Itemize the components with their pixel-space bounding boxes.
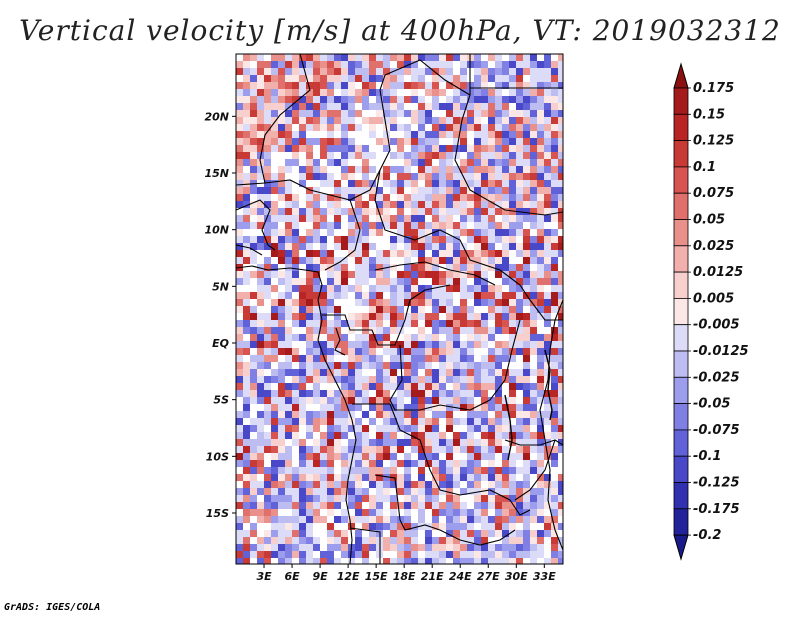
colorbar-tick-label: -0.1 xyxy=(693,449,721,464)
latitude-tick-label: EQ xyxy=(212,337,229,350)
border-west-2 xyxy=(236,244,263,256)
colorbar-tick-label: -0.0125 xyxy=(693,344,749,359)
longitude-tick-label: 18E xyxy=(393,570,416,583)
longitude-tick-label: 21E xyxy=(421,570,444,583)
longitude-tick-label: 9E xyxy=(312,570,328,583)
border-central-4 xyxy=(322,284,451,346)
colorbar-segment xyxy=(673,297,689,326)
border-south-2 xyxy=(374,474,516,546)
colorbar-tick-label: -0.05 xyxy=(693,397,730,412)
coastline-east-africa xyxy=(539,299,563,551)
longitude-tick-label: 30E xyxy=(505,570,528,583)
map-title: Vertical velocity [m/s] at 400hPa, VT: 2… xyxy=(19,14,781,47)
colorbar-segment xyxy=(673,245,689,273)
colorbar-tick-label: 0.025 xyxy=(693,239,734,254)
longitude-tick-label: 6E xyxy=(284,570,300,583)
colorbar-segment xyxy=(673,455,689,483)
country-borders xyxy=(236,54,563,564)
colorbar-tick-label: -0.075 xyxy=(693,423,740,438)
border-north-3 xyxy=(384,59,563,216)
lake-east-2 xyxy=(504,394,513,461)
colorbar-segment xyxy=(673,192,689,220)
border-central-1 xyxy=(324,199,361,271)
colorbar-tick-label: 0.075 xyxy=(693,186,734,201)
colorbar-tick-label: -0.175 xyxy=(693,502,740,517)
colorbar-segment xyxy=(673,113,689,142)
colorbar-segment xyxy=(673,166,689,194)
latitude-tick-label: 10N xyxy=(204,224,229,237)
colorbar-top-cap xyxy=(673,62,689,89)
colorbar-tick-label: 0.15 xyxy=(693,107,725,122)
colorbar-tick-label: 0.005 xyxy=(693,291,734,306)
colorbar-segment xyxy=(673,429,689,457)
coastline-west-africa xyxy=(236,265,357,564)
longitude-tick-label: 24E xyxy=(449,570,472,583)
colorbar-tick-label: -0.005 xyxy=(693,318,740,333)
colorbar-tick-label: 0.05 xyxy=(693,213,725,228)
border-central-3 xyxy=(374,261,496,286)
colorbar-segment xyxy=(673,482,689,510)
colorbar-tick-label: 0.125 xyxy=(693,134,734,149)
longitude-tick-label: 15E xyxy=(365,570,388,583)
latitude-tick-label: 15S xyxy=(206,507,229,520)
colorbar-segment xyxy=(673,376,689,404)
border-south-4 xyxy=(504,439,563,446)
colorbar-segment xyxy=(673,140,689,168)
colorbar-segment xyxy=(673,403,689,431)
colorbar-tick-label: 0.1 xyxy=(693,160,716,175)
longitude-tick-label: 33E xyxy=(533,570,556,583)
colorbar-bottom-cap xyxy=(673,534,689,561)
longitude-axis: 3E 6E 9E 12E 15E 18E 21E 24E 27E 30E 33E xyxy=(256,564,556,583)
colorbar-segment xyxy=(673,324,689,352)
colorbar-tick-label: -0.025 xyxy=(693,370,740,385)
colorbar-segment xyxy=(673,219,689,247)
latitude-tick-label: 5N xyxy=(212,280,229,293)
colorbar-segment xyxy=(673,508,689,536)
colorbar-tick-label: 0.175 xyxy=(693,81,734,96)
colorbar-segment xyxy=(673,350,689,378)
plot-frame xyxy=(235,53,564,565)
border-south-3 xyxy=(349,527,381,564)
vertical-velocity-field xyxy=(236,54,563,564)
border-north-2 xyxy=(259,54,311,184)
colorbar-segment xyxy=(673,87,689,115)
latitude-tick-label: 20N xyxy=(204,110,229,123)
border-south-5 xyxy=(514,439,556,501)
colorbar-tick-label: 0.0125 xyxy=(693,265,743,280)
border-north-1 xyxy=(236,74,391,201)
colorbar-tick-label: -0.2 xyxy=(693,528,721,543)
latitude-axis: 20N 15N 10N 5N EQ 5S 10S 15S xyxy=(204,110,236,520)
colorbar-segment xyxy=(673,271,689,299)
border-central-5 xyxy=(389,319,521,411)
longitude-tick-label: 3E xyxy=(256,570,272,583)
latitude-tick-label: 15N xyxy=(204,167,229,180)
grads-credit: GrADS: IGES/COLA xyxy=(4,602,101,613)
border-west-1 xyxy=(236,199,276,251)
lake-east-1 xyxy=(544,349,553,421)
longitude-tick-label: 27E xyxy=(477,570,500,583)
latitude-tick-label: 10S xyxy=(206,450,229,463)
border-central-6 xyxy=(334,327,346,356)
border-central-2 xyxy=(374,169,563,321)
latitude-tick-label: 5S xyxy=(213,394,229,407)
colorbar: 0.175 0.15 0.125 0.1 0.075 0.05 0.025 0.0125 0.0… xyxy=(673,62,749,561)
border-south-1 xyxy=(352,403,531,516)
colorbar-tick-label: -0.125 xyxy=(693,476,740,491)
longitude-tick-label: 12E xyxy=(337,570,360,583)
